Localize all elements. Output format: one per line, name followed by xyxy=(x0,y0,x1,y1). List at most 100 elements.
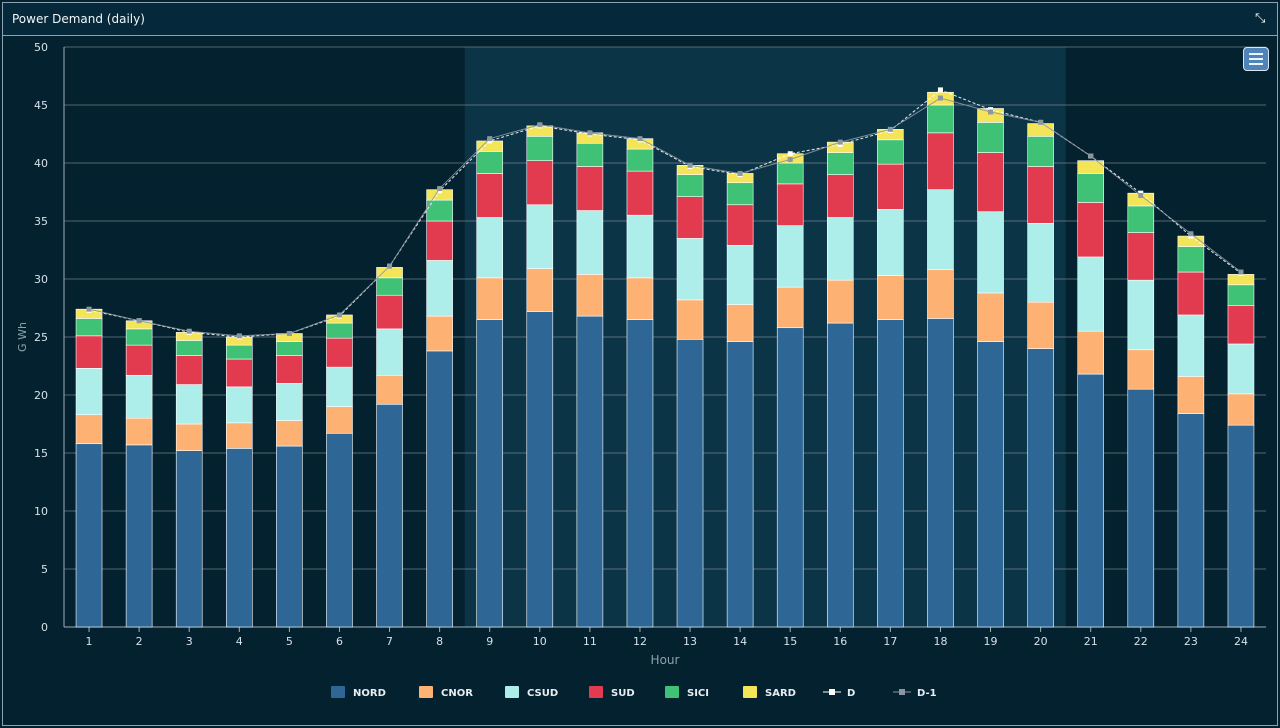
bar-sici-hour-4 xyxy=(225,344,253,360)
bar-cnor-hour-2 xyxy=(125,417,153,446)
bar-nord-hour-18 xyxy=(927,318,954,628)
bar-csud-hour-22 xyxy=(1127,279,1155,351)
bar-nord-hour-17 xyxy=(877,319,904,628)
bar-cnor-hour-19 xyxy=(977,292,1004,342)
bar-sici-hour-6 xyxy=(326,322,353,339)
collapse-arrows-icon[interactable]: ⤡ xyxy=(1255,11,1266,26)
window-title: Power Demand (daily) xyxy=(12,12,145,26)
bar-sici-hour-14 xyxy=(726,182,754,206)
bar-nord-hour-4 xyxy=(225,448,253,628)
bar-sud-hour-10 xyxy=(526,160,554,206)
y-tick-label: 15 xyxy=(34,447,48,460)
bar-nord-hour-19 xyxy=(977,341,1004,628)
x-tick-label: 4 xyxy=(236,635,243,648)
legend-label-nord: NORD xyxy=(353,688,386,699)
x-tick-label: 8 xyxy=(436,635,443,648)
point-d-1-hour-14 xyxy=(737,170,743,176)
bar-cnor-hour-13 xyxy=(676,299,704,340)
bar-sud-hour-12 xyxy=(626,170,654,216)
bar-nord-hour-7 xyxy=(376,403,403,628)
bar-sud-hour-14 xyxy=(726,204,754,246)
legend-label-sici: SICI xyxy=(687,688,709,699)
bar-nord-hour-24 xyxy=(1227,424,1255,628)
bar-cnor-hour-11 xyxy=(576,274,604,317)
hamburger-menu-icon xyxy=(1249,53,1263,55)
bar-cnor-hour-1 xyxy=(75,414,103,445)
bar-cnor-hour-12 xyxy=(626,277,654,320)
bar-nord-hour-22 xyxy=(1127,388,1155,628)
bar-csud-hour-15 xyxy=(776,225,804,288)
legend-label-sud: SUD xyxy=(611,688,635,699)
bar-csud-hour-9 xyxy=(476,217,504,279)
x-tick-label: 18 xyxy=(933,635,947,648)
bar-cnor-hour-5 xyxy=(276,420,303,447)
bar-nord-hour-11 xyxy=(576,315,604,628)
x-tick-label: 14 xyxy=(733,635,747,648)
point-d-1-hour-5 xyxy=(286,331,292,337)
x-tick-label: 13 xyxy=(683,635,697,648)
bar-nord-hour-6 xyxy=(326,432,353,628)
bar-sici-hour-15 xyxy=(776,162,804,185)
x-tick-label: 3 xyxy=(186,635,193,648)
legend-swatch-sici xyxy=(665,686,679,698)
point-d-1-hour-8 xyxy=(437,186,443,192)
bar-sud-hour-3 xyxy=(175,355,203,385)
bar-sard-hour-20 xyxy=(1027,123,1054,137)
point-d-1-hour-2 xyxy=(136,318,142,324)
bar-sud-hour-9 xyxy=(476,173,504,218)
hamburger-menu-line xyxy=(1249,58,1263,60)
x-tick-label: 12 xyxy=(633,635,647,648)
bar-nord-hour-1 xyxy=(75,443,103,628)
bar-nord-hour-14 xyxy=(726,341,754,628)
x-tick-label: 15 xyxy=(783,635,797,648)
bar-cnor-hour-10 xyxy=(526,268,554,312)
bar-sici-hour-22 xyxy=(1127,205,1155,233)
bar-cnor-hour-3 xyxy=(175,423,203,451)
point-d-1-hour-20 xyxy=(1038,119,1044,125)
point-d-1-hour-9 xyxy=(487,136,493,142)
bar-sud-hour-7 xyxy=(376,294,403,330)
legend-swatch-csud xyxy=(505,686,519,698)
x-tick-label: 10 xyxy=(533,635,547,648)
legend-label-d: D xyxy=(847,688,855,699)
x-tick-label: 19 xyxy=(984,635,998,648)
bar-sici-hour-13 xyxy=(676,174,704,197)
bar-sud-hour-21 xyxy=(1077,202,1105,258)
legend-label-cnor: CNOR xyxy=(441,688,473,699)
line-d-1 xyxy=(88,97,1242,337)
bar-cnor-hour-16 xyxy=(826,279,854,324)
x-tick-label: 6 xyxy=(336,635,343,648)
bar-nord-hour-21 xyxy=(1077,373,1105,628)
bar-cnor-hour-6 xyxy=(326,406,353,434)
bar-sud-hour-6 xyxy=(326,337,353,368)
y-tick-label: 35 xyxy=(34,215,48,228)
y-axis-label: G Wh xyxy=(16,322,29,352)
bar-csud-hour-24 xyxy=(1227,343,1255,395)
point-d-1-hour-10 xyxy=(537,122,543,128)
bar-sici-hour-23 xyxy=(1177,246,1205,273)
bar-sud-hour-17 xyxy=(877,163,904,210)
bar-csud-hour-12 xyxy=(626,214,654,279)
bar-sud-hour-19 xyxy=(977,152,1004,213)
legend-swatch-sard xyxy=(743,686,757,698)
bar-sud-hour-11 xyxy=(576,166,604,211)
x-tick-label: 1 xyxy=(86,635,93,648)
x-tick-label: 20 xyxy=(1034,635,1048,648)
bar-csud-hour-17 xyxy=(877,209,904,276)
bar-csud-hour-8 xyxy=(426,260,453,317)
bar-sici-hour-9 xyxy=(476,151,504,174)
y-tick-label: 50 xyxy=(34,41,48,54)
bar-nord-hour-2 xyxy=(125,444,153,628)
y-tick-label: 0 xyxy=(41,621,48,634)
bar-sici-hour-19 xyxy=(977,122,1004,153)
bar-sici-hour-20 xyxy=(1027,136,1054,167)
bar-sici-hour-11 xyxy=(576,142,604,167)
bar-cnor-hour-23 xyxy=(1177,376,1205,414)
bar-csud-hour-6 xyxy=(326,366,353,407)
bar-csud-hour-3 xyxy=(175,384,203,425)
point-d-1-hour-19 xyxy=(988,109,994,115)
chart-menu-button[interactable] xyxy=(1243,47,1269,71)
bar-nord-hour-5 xyxy=(276,445,303,628)
bar-sard-hour-7 xyxy=(376,267,403,279)
